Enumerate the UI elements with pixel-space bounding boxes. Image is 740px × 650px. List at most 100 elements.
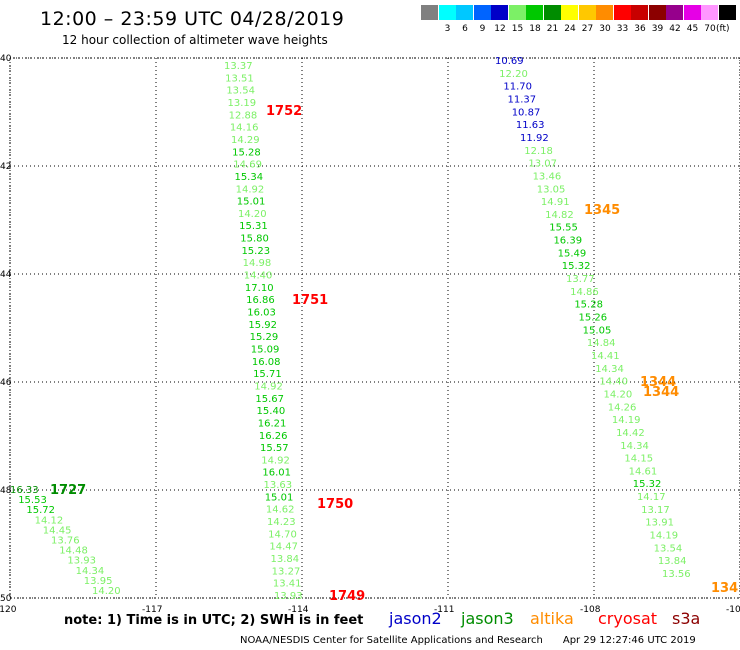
scale-label: 3	[444, 24, 451, 34]
scale-swatch	[648, 5, 666, 20]
scale-label: 27	[581, 24, 594, 34]
wave-height-value: 13.84	[658, 556, 687, 567]
scale-swatch	[473, 5, 491, 20]
wave-height-value: 10.69	[495, 56, 524, 67]
wave-height-value: 14.92	[236, 184, 265, 195]
wave-height-value: 13.51	[225, 73, 254, 84]
wave-height-value: 14.61	[629, 466, 658, 477]
lat-tick-label: 46	[0, 378, 12, 388]
wave-height-value: 13.84	[271, 554, 300, 565]
lon-tick-label: -108	[580, 605, 601, 615]
wave-height-value: 13.41	[273, 579, 302, 590]
wave-height-value: 13.46	[533, 171, 562, 182]
wave-height-value: 15.01	[265, 492, 294, 503]
pass-time-label: 1344	[640, 375, 676, 390]
wave-height-value: 16.21	[258, 418, 287, 429]
footer-credit: NOAA/NESDIS Center for Satellite Applica…	[240, 635, 696, 646]
wave-height-value: 11.63	[516, 120, 545, 131]
wave-height-value: 14.15	[624, 454, 653, 465]
scale-swatch	[561, 5, 578, 20]
scale-swatch	[631, 5, 648, 20]
scale-swatch	[456, 5, 473, 20]
wave-height-value: 16.33	[10, 485, 39, 496]
satellite-legend-item: jason2	[389, 609, 442, 628]
wave-height-value: 13.07	[528, 159, 557, 170]
pass-time-label: 1750	[317, 497, 353, 512]
wave-height-value: 15.92	[248, 320, 277, 331]
wave-height-value: 15.28	[574, 300, 603, 311]
wave-height-value: 15.23	[241, 246, 270, 257]
wave-height-value: 15.05	[583, 325, 612, 336]
wave-height-value: 14.29	[231, 135, 260, 146]
wave-height-value: 14.34	[595, 364, 624, 375]
wave-height-value: 15.53	[18, 495, 47, 506]
wave-height-value: 15.29	[250, 332, 279, 343]
scale-swatch	[438, 5, 456, 20]
wave-height-value: 11.37	[508, 94, 537, 105]
satellite-legend-item: altika	[530, 609, 574, 628]
wave-height-value: 14.62	[266, 505, 295, 516]
wave-height-value: 15.55	[549, 223, 578, 234]
wave-height-value: 15.32	[633, 479, 662, 490]
wave-height-value: 12.20	[499, 69, 528, 80]
wave-height-value: 15.31	[239, 221, 268, 232]
note-text: note: 1) Time is in UTC; 2) SWH is in fe…	[64, 613, 364, 628]
wave-height-value: 15.71	[253, 369, 282, 380]
wave-height-value: 15.67	[255, 394, 284, 405]
scale-label: 39	[651, 24, 664, 34]
wave-height-value: 13.91	[645, 518, 674, 529]
scale-swatch	[421, 5, 438, 20]
wave-height-value: 14.84	[587, 338, 616, 349]
page-title: 12:00 – 23:59 UTC 04/28/2019	[40, 8, 345, 30]
wave-height-value: 15.49	[558, 248, 587, 259]
wave-height-value: 15.34	[234, 172, 263, 183]
wave-height-value: 13.54	[226, 86, 255, 97]
wave-height-value: 14.70	[268, 529, 297, 540]
pass-time-label: 1727	[50, 483, 86, 498]
wave-height-value: 16.26	[259, 431, 288, 442]
scale-label: 30	[599, 24, 611, 34]
wave-height-value: 14.41	[591, 351, 620, 362]
pass-time-label: 1752	[266, 104, 302, 119]
scale-label: 33	[616, 24, 629, 34]
wave-height-value: 14.45	[43, 525, 72, 536]
wave-height-value: 13.93	[274, 591, 303, 602]
wave-height-value: 14.91	[541, 197, 570, 208]
wave-height-value: 15.40	[257, 406, 286, 417]
wave-height-value: 13.93	[67, 556, 96, 567]
wave-height-value: 13.17	[641, 505, 670, 516]
wave-height-value: 15.09	[251, 344, 280, 355]
lat-tick-label: 40	[0, 54, 12, 64]
scale-label: 6	[462, 24, 468, 34]
wave-height-value: 14.34	[76, 566, 105, 577]
scale-label: 18	[529, 24, 541, 34]
scale-swatch	[596, 5, 613, 20]
wave-height-value: 14.47	[269, 542, 298, 553]
credit-text: NOAA/NESDIS Center for Satellite Applica…	[240, 635, 543, 646]
wave-height-value: 14.17	[637, 492, 666, 503]
wave-height-value: 17.10	[245, 283, 274, 294]
wave-height-value: 15.28	[232, 147, 261, 158]
lon-tick-label: -111	[434, 605, 454, 615]
wave-height-value: 14.19	[612, 415, 641, 426]
wave-height-value: 14.42	[616, 428, 645, 439]
scale-label: 9	[479, 24, 486, 34]
pass-time-label: 134	[711, 581, 738, 596]
wave-height-value: 13.95	[84, 576, 113, 587]
scale-swatch	[666, 5, 683, 20]
wave-height-value: 11.92	[520, 133, 549, 144]
lon-tick-label: -117	[142, 605, 162, 615]
lat-tick-label: 44	[0, 270, 12, 280]
wave-height-value: 13.54	[654, 543, 683, 554]
wave-height-value: 15.01	[237, 197, 266, 208]
scale-swatch	[683, 5, 701, 20]
lon-tick-label: -114	[288, 605, 309, 615]
wave-height-value: 14.34	[620, 441, 649, 452]
wave-height-value: 14.69	[233, 160, 262, 171]
lon-tick-label: -105	[726, 605, 740, 615]
satellite-legend-item: cryosat	[598, 609, 658, 628]
scale-swatch	[508, 5, 526, 20]
wave-height-value: 12.18	[524, 146, 553, 157]
wave-height-value: 14.26	[608, 402, 637, 413]
